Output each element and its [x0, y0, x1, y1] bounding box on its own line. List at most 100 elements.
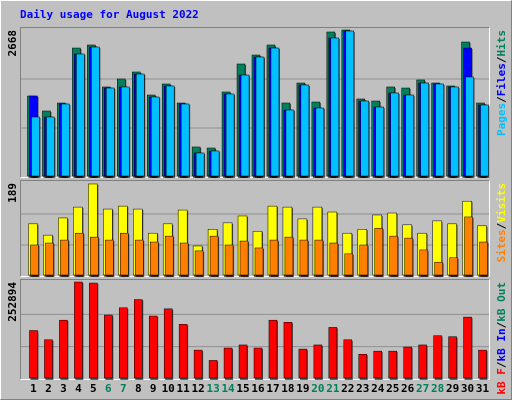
bar	[433, 335, 442, 379]
bar	[209, 235, 219, 276]
bar	[165, 85, 175, 177]
bar	[106, 87, 115, 177]
bar	[405, 94, 414, 177]
y-tick: 2668	[6, 30, 19, 57]
x-tick-label: 3	[60, 382, 67, 395]
bar	[358, 353, 368, 379]
bar	[150, 96, 160, 177]
bar	[193, 349, 203, 379]
x-tick-label: 14	[221, 382, 235, 395]
bar	[194, 250, 204, 276]
bar	[240, 74, 250, 177]
bar	[89, 282, 98, 379]
y-tick: 189	[6, 183, 19, 203]
x-tick-label: 9	[150, 382, 157, 395]
bar	[420, 82, 429, 177]
bar	[284, 236, 294, 276]
bar	[30, 244, 39, 276]
bar	[135, 239, 144, 276]
bar	[448, 336, 457, 379]
legend-separator: /	[495, 96, 508, 103]
bar	[148, 315, 158, 379]
bar	[328, 327, 338, 379]
bar	[179, 242, 189, 276]
bar	[239, 240, 249, 276]
bar	[418, 344, 427, 379]
bar	[313, 344, 323, 379]
bar	[121, 86, 130, 177]
bar	[91, 46, 100, 177]
legend-text: kB F/kB In/kB Out	[495, 282, 508, 395]
legend: Pages/Files/Hits	[495, 30, 508, 136]
bar	[268, 319, 278, 379]
bar	[463, 316, 472, 379]
legend: kB F/kB In/kB Out	[495, 282, 508, 395]
bar	[330, 37, 340, 177]
bar	[298, 348, 308, 379]
bar	[136, 73, 145, 177]
bar	[314, 239, 324, 276]
legend: Sites/Visits	[495, 183, 508, 263]
bar	[344, 253, 354, 276]
bar	[388, 350, 397, 379]
x-tick-label: 25	[386, 382, 399, 395]
legend-separator: /	[495, 361, 508, 368]
legend-entry: kB F	[495, 368, 508, 395]
bar	[360, 100, 370, 177]
bar	[195, 152, 205, 177]
x-tick-label: 28	[431, 382, 444, 395]
bar	[479, 241, 488, 276]
x-tick-label: 4	[75, 382, 82, 395]
x-tick-label: 2	[45, 382, 52, 395]
bar	[435, 83, 444, 177]
y-tick-label: 252894	[6, 282, 19, 322]
bar	[120, 232, 129, 276]
x-tick-label: 12	[192, 382, 205, 395]
bar	[255, 56, 265, 177]
bar	[225, 93, 235, 177]
bar	[449, 257, 458, 276]
bar	[180, 103, 190, 177]
x-tick-label: 6	[105, 382, 112, 395]
bar	[75, 232, 84, 276]
x-tick-label: 29	[446, 382, 459, 395]
legend-text: Pages/Files/Hits	[495, 30, 508, 136]
bar	[163, 308, 173, 379]
legend-text: Sites/Visits	[495, 183, 508, 263]
bar	[389, 235, 398, 276]
bar	[270, 47, 280, 177]
bar	[345, 30, 355, 177]
bar	[480, 104, 489, 177]
bar	[464, 216, 473, 276]
x-tick-label: 31	[476, 382, 490, 395]
bar	[76, 53, 85, 177]
x-tick-label: 1	[30, 382, 37, 395]
x-tick-label: 23	[356, 382, 369, 395]
x-tick-label: 21	[326, 382, 340, 395]
bar	[373, 350, 382, 379]
bar	[434, 261, 443, 276]
bar	[253, 347, 263, 379]
bar	[299, 239, 309, 276]
bar	[359, 244, 369, 276]
bar	[164, 235, 174, 276]
panel-border	[20, 180, 490, 277]
bar	[104, 314, 113, 379]
bar	[343, 339, 353, 379]
x-tick-label: 27	[416, 382, 429, 395]
legend-entry: Hits	[495, 30, 508, 57]
bar	[44, 339, 53, 379]
x-tick-label: 22	[341, 382, 354, 395]
bar	[254, 247, 264, 276]
x-tick-label: 10	[162, 382, 175, 395]
bar	[329, 242, 339, 276]
y-tick-label: 189	[6, 183, 19, 203]
bar	[285, 109, 295, 177]
y-tick-label: 2668	[6, 30, 19, 57]
x-tick-label: 20	[311, 382, 324, 395]
bar	[465, 76, 474, 177]
bar	[149, 241, 159, 276]
x-tick-label: 17	[266, 382, 279, 395]
